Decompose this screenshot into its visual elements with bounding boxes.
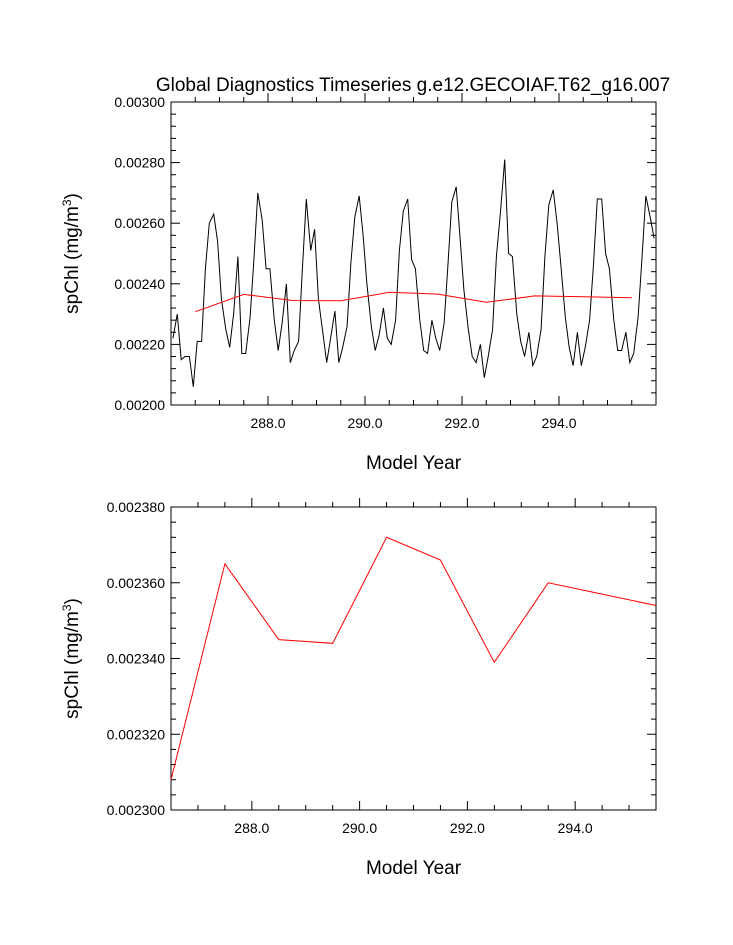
y-tick-label: 0.00280 [114,155,165,171]
plot-frame [170,101,657,406]
series-line-monthly [172,159,655,387]
x-tick-label: 288.0 [234,820,269,836]
y-tick-label: 0.002360 [107,575,166,591]
x-tick-label: 294.0 [558,820,593,836]
y-tick-label: 0.00200 [114,397,165,413]
y-tick-label: 0.00220 [114,336,165,352]
y-tick-label: 0.002380 [107,499,166,515]
x-tick-label: 292.0 [450,820,485,836]
series-line-annual-mean [195,291,632,313]
x-axis-label: Model Year [366,453,462,474]
y-tick-label: 0.002340 [107,651,166,667]
y-tick-label: 0.002320 [107,726,166,742]
chart-title: Global Diagnostics Timeseries g.e12.GECO… [156,75,670,96]
x-tick-label: 288.0 [250,415,285,431]
chart-1: 0.00200 0.00220 0.00240 0.00260 0.00280 0.003… [60,93,657,474]
y-axis-label: spChl (mg/m3) [60,598,83,719]
x-axis-label: Model Year [366,858,462,879]
y-axis-label: spChl (mg/m3) [60,193,83,314]
y-tick-label: 0.00260 [114,215,165,231]
y-tick-label: 0.002300 [107,802,166,818]
y-tick-label: 0.00240 [114,276,165,292]
series-line-annual-mean [170,536,657,780]
x-tick-label: 292.0 [444,415,479,431]
x-tick-label: 294.0 [541,415,576,431]
x-tick-label: 290.0 [342,820,377,836]
x-tick-label: 290.0 [347,415,382,431]
chart-2: 0.002300 0.002320 0.002340 0.002360 0.002380… [60,498,657,879]
plot-frame [170,506,657,811]
y-tick-label: 0.00300 [114,94,165,110]
